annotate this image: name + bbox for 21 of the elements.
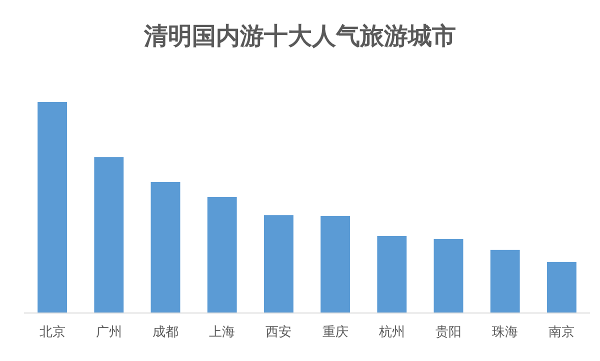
x-tick-label: 上海 [209, 325, 236, 340]
bar [264, 215, 294, 313]
x-tick-label: 杭州 [378, 325, 405, 340]
bar [490, 250, 520, 313]
x-tick-label: 成都 [152, 325, 178, 340]
bar [150, 182, 180, 313]
x-tick-label: 贵阳 [436, 325, 462, 340]
x-tick-label: 重庆 [322, 325, 348, 340]
x-tick-label: 珠海 [492, 325, 518, 340]
bar [377, 236, 407, 313]
bar [320, 216, 350, 313]
x-tick-label: 北京 [39, 325, 66, 340]
bar [546, 262, 576, 313]
x-tick-label: 西安 [266, 324, 292, 340]
bar [207, 196, 237, 313]
x-tick-label: 南京 [548, 325, 575, 340]
bar [38, 102, 68, 313]
bar [94, 157, 124, 313]
chart-title: 清明国内游十大人气旅游城市 [143, 22, 456, 50]
bar [434, 238, 464, 313]
x-tick-label: 广州 [96, 325, 122, 340]
